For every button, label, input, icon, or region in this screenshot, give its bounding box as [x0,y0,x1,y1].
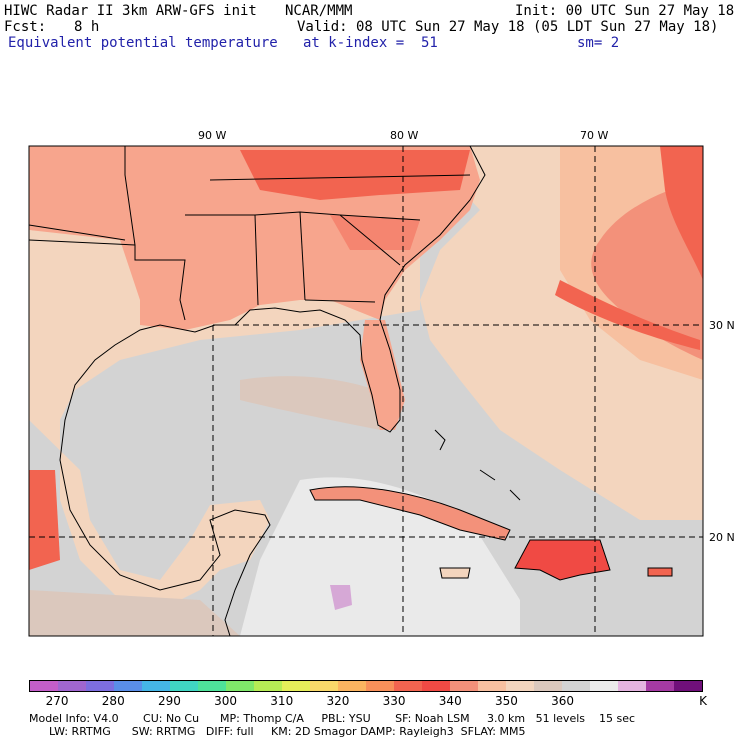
org-label: NCAR/MMM [285,3,353,19]
colorbar-swatch [338,681,366,691]
colorbar-tick-label: 280 [101,694,125,708]
colorbar-tick-label: 320 [326,694,350,708]
colorbar-swatch [506,681,534,691]
colorbar-swatch [646,681,674,691]
colorbar-swatch [674,681,702,691]
lat-label-20n: 20 N [709,531,735,544]
colorbar-tick-label: 270 [45,694,69,708]
lon-label-80w: 80 W [390,129,419,142]
init-time: Init: 00 UTC Sun 27 May 18 [515,3,735,19]
colorbar-swatch [450,681,478,691]
colorbar-tick-label: 310 [270,694,294,708]
colorbar-swatch [282,681,310,691]
colorbar-tick-label: 330 [382,694,406,708]
colorbar-tick-label: 350 [494,694,518,708]
lon-label-90w: 90 W [198,129,227,142]
lon-label-70w: 70 W [580,129,609,142]
colorbar-swatch [142,681,170,691]
colorbar-swatch [226,681,254,691]
colorbar-swatch [30,681,58,691]
field-name: Equivalent potential temperature [8,35,278,51]
lat-label-30n: 30 N [709,319,735,332]
colorbar-swatch [534,681,562,691]
valid-time: Valid: 08 UTC Sun 27 May 18 (05 LDT Sun … [297,19,719,35]
colorbar-swatch [422,681,450,691]
model-info-line2: LW: RRTMG SW: RRTMG DIFF: full KM: 2D Sm… [49,725,526,738]
colorbar-swatch [114,681,142,691]
colorbar-swatch [254,681,282,691]
colorbar-swatch [58,681,86,691]
model-title: HIWC Radar II 3km ARW-GFS init [4,3,257,19]
colorbar-tick-label: 290 [157,694,181,708]
colorbar [29,680,703,692]
colorbar-swatch [366,681,394,691]
colorbar-swatch [394,681,422,691]
colorbar-swatch [86,681,114,691]
forecast-hour: 8 h [74,19,100,35]
forecast-label: Fcst: [4,19,47,35]
model-info-line1: Model Info: V4.0 CU: No Cu MP: Thomp C/A… [29,712,636,725]
smoothing-label: sm= 2 [577,35,620,51]
colorbar-tick-label: 340 [438,694,462,708]
colorbar-swatch [198,681,226,691]
colorbar-tick-label: 300 [214,694,238,708]
colorbar-swatch [618,681,646,691]
colorbar-tick-label: K [699,694,707,708]
level-label: at k-index = 51 [303,35,438,51]
colorbar-swatch [310,681,338,691]
colorbar-swatch [478,681,506,691]
colorbar-tick-label: 360 [551,694,575,708]
colorbar-swatch [590,681,618,691]
colorbar-swatch [562,681,590,691]
colorbar-swatch [170,681,198,691]
